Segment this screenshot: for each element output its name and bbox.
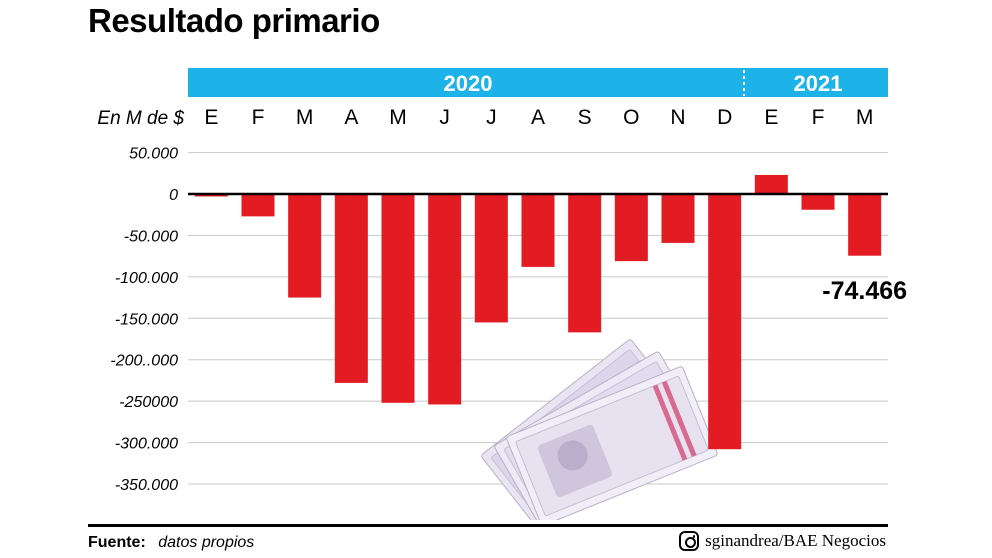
y-tick-label: -250000 (119, 394, 178, 411)
source-note: Fuente: datos propios (88, 534, 254, 552)
y-tick-label: 50.000 (129, 146, 178, 163)
bar (521, 194, 555, 267)
unit-label: En M de $ (97, 108, 184, 129)
month-label: N (670, 106, 685, 129)
bar (708, 194, 742, 450)
y-tick-label: -50.000 (124, 228, 178, 245)
credit: sginandrea/BAE Negocios (679, 531, 886, 551)
year-label: 2020 (444, 71, 493, 96)
month-label: J (439, 106, 450, 129)
banknotes-illustration (481, 339, 718, 520)
bar (334, 194, 368, 383)
y-tick-label: 0 (169, 187, 178, 204)
bar (661, 194, 695, 243)
month-label: M (296, 106, 314, 129)
month-label: F (812, 106, 825, 129)
footer-divider (88, 524, 888, 527)
bar (288, 194, 322, 298)
bar (381, 194, 415, 403)
month-label: A (531, 106, 545, 129)
month-label: J (486, 106, 497, 129)
month-label: A (344, 106, 358, 129)
year-label: 2021 (794, 71, 843, 96)
bar-chart: 2020 2021 50.000 0 -50.000 -100.000 -150.000 -… (97, 68, 907, 520)
y-tick-label: -150.000 (115, 311, 178, 328)
instagram-icon (679, 531, 700, 551)
source-label: Fuente: (88, 534, 146, 551)
month-label: O (623, 106, 639, 129)
y-tick-label: -100.000 (115, 270, 178, 287)
year-band (188, 68, 888, 97)
month-label: E (764, 106, 778, 129)
bar (801, 194, 835, 210)
source-text: datos propios (158, 534, 255, 551)
bar (848, 194, 882, 256)
month-label: M (389, 106, 407, 129)
bar (568, 194, 602, 333)
month-label: D (717, 106, 732, 129)
chart-title: Resultado primario (88, 2, 380, 39)
month-label: E (204, 106, 218, 129)
value-callout: -74.466 (822, 277, 907, 305)
bar (474, 194, 508, 323)
month-label: F (252, 106, 265, 129)
y-tick-label: -350.000 (115, 477, 178, 494)
month-label: S (578, 106, 592, 129)
y-tick-label: -300.000 (115, 436, 178, 453)
bar (428, 194, 462, 405)
y-tick-label: -200..000 (110, 353, 178, 370)
bar (241, 194, 275, 217)
month-label: M (856, 106, 874, 129)
bar (614, 194, 648, 262)
bar (754, 174, 788, 194)
credit-text: sginandrea/BAE Negocios (705, 531, 886, 550)
